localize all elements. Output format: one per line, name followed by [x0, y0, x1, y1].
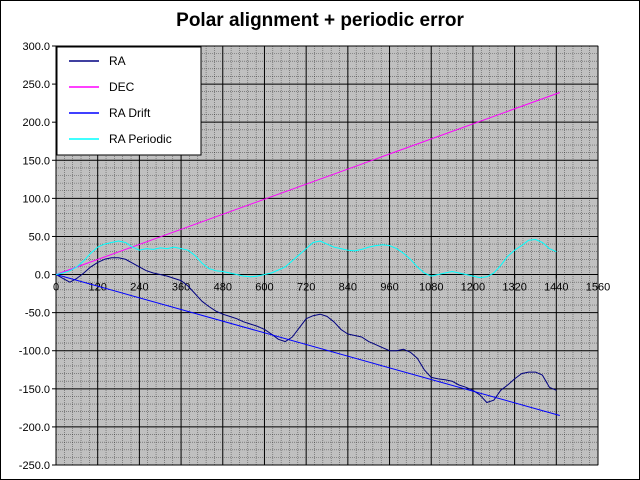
legend-label: DEC	[109, 80, 135, 94]
y-tick-label: 200.0	[22, 117, 50, 129]
series-layer	[55, 92, 560, 416]
y-tick-label: -150.0	[19, 384, 50, 396]
series-line-dec	[55, 92, 560, 275]
x-tick-label: 480	[214, 282, 232, 294]
y-tick-label: -100.0	[19, 346, 50, 358]
y-tick-label: 150.0	[22, 155, 50, 167]
y-tick-label: -250.0	[19, 460, 50, 472]
y-tick-label: -50.0	[25, 308, 50, 320]
y-tick-label: -200.0	[19, 422, 50, 434]
series-line-ra	[55, 257, 557, 403]
x-tick-label: 600	[255, 282, 273, 294]
x-tick-label: 720	[297, 282, 315, 294]
x-tick-label: 1560	[586, 282, 610, 294]
legend-label: RA Drift	[109, 106, 151, 120]
y-tick-label: 100.0	[22, 193, 50, 205]
series-line-ra-periodic	[55, 239, 557, 279]
series-line-ra-drift	[55, 274, 560, 416]
chart-title: Polar alignment + periodic error	[176, 10, 464, 31]
x-tick-label: 0	[53, 282, 59, 294]
legend: RA DEC RA Drift RA Periodic	[56, 46, 202, 156]
x-tick-label: 1080	[419, 282, 443, 294]
x-tick-label: 840	[339, 282, 357, 294]
axis-layer: -250.0 -200.0 -150.0 -100.0 -50.0 0.0 50.0 100.…	[19, 41, 610, 472]
x-tick-label: 1200	[461, 282, 485, 294]
x-tick-label: 240	[130, 282, 148, 294]
grid-layer	[55, 45, 599, 466]
y-tick-label: 250.0	[22, 79, 50, 91]
legend-box	[56, 46, 202, 156]
x-tick-label: 1440	[544, 282, 568, 294]
x-tick-label: 1320	[502, 282, 526, 294]
y-tick-label: 0.0	[35, 270, 50, 282]
y-tick-label: 300.0	[22, 41, 50, 53]
legend-label: RA	[109, 54, 126, 68]
legend-label: RA Periodic	[109, 132, 172, 146]
x-tick-label: 360	[172, 282, 190, 294]
x-tick-label: 960	[380, 282, 398, 294]
y-tick-label: 50.0	[29, 231, 50, 243]
